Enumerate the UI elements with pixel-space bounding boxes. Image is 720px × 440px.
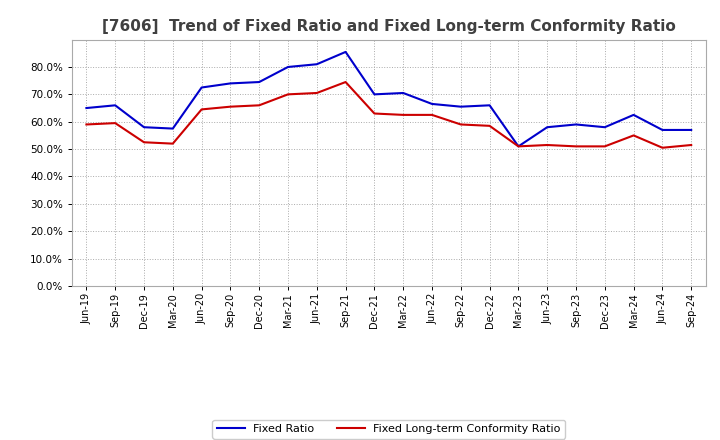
Fixed Long-term Conformity Ratio: [312, 90, 321, 95]
Fixed Long-term Conformity Ratio: [341, 79, 350, 84]
Fixed Long-term Conformity Ratio: [658, 145, 667, 150]
Fixed Ratio: [168, 126, 177, 131]
Fixed Long-term Conformity Ratio: [687, 143, 696, 148]
Fixed Long-term Conformity Ratio: [514, 144, 523, 149]
Fixed Long-term Conformity Ratio: [572, 144, 580, 149]
Fixed Long-term Conformity Ratio: [226, 104, 235, 109]
Fixed Ratio: [514, 144, 523, 149]
Fixed Long-term Conformity Ratio: [111, 121, 120, 126]
Line: Fixed Long-term Conformity Ratio: Fixed Long-term Conformity Ratio: [86, 82, 691, 148]
Fixed Ratio: [629, 112, 638, 117]
Fixed Ratio: [543, 125, 552, 130]
Fixed Ratio: [284, 64, 292, 70]
Fixed Long-term Conformity Ratio: [456, 122, 465, 127]
Fixed Ratio: [687, 127, 696, 132]
Fixed Ratio: [456, 104, 465, 109]
Fixed Long-term Conformity Ratio: [629, 133, 638, 138]
Fixed Long-term Conformity Ratio: [168, 141, 177, 146]
Legend: Fixed Ratio, Fixed Long-term Conformity Ratio: Fixed Ratio, Fixed Long-term Conformity …: [212, 420, 565, 439]
Title: [7606]  Trend of Fixed Ratio and Fixed Long-term Conformity Ratio: [7606] Trend of Fixed Ratio and Fixed Lo…: [102, 19, 675, 34]
Fixed Ratio: [370, 92, 379, 97]
Fixed Ratio: [312, 62, 321, 67]
Fixed Long-term Conformity Ratio: [485, 123, 494, 128]
Fixed Ratio: [485, 103, 494, 108]
Fixed Long-term Conformity Ratio: [428, 112, 436, 117]
Fixed Long-term Conformity Ratio: [284, 92, 292, 97]
Fixed Long-term Conformity Ratio: [82, 122, 91, 127]
Fixed Ratio: [82, 106, 91, 111]
Fixed Ratio: [255, 79, 264, 84]
Line: Fixed Ratio: Fixed Ratio: [86, 52, 691, 147]
Fixed Ratio: [428, 101, 436, 106]
Fixed Long-term Conformity Ratio: [370, 111, 379, 116]
Fixed Ratio: [341, 49, 350, 55]
Fixed Long-term Conformity Ratio: [197, 107, 206, 112]
Fixed Ratio: [600, 125, 609, 130]
Fixed Ratio: [197, 85, 206, 90]
Fixed Long-term Conformity Ratio: [399, 112, 408, 117]
Fixed Long-term Conformity Ratio: [600, 144, 609, 149]
Fixed Long-term Conformity Ratio: [255, 103, 264, 108]
Fixed Ratio: [111, 103, 120, 108]
Fixed Ratio: [658, 127, 667, 132]
Fixed Ratio: [572, 122, 580, 127]
Fixed Long-term Conformity Ratio: [543, 143, 552, 148]
Fixed Ratio: [399, 90, 408, 95]
Fixed Ratio: [226, 81, 235, 86]
Fixed Ratio: [140, 125, 148, 130]
Fixed Long-term Conformity Ratio: [140, 139, 148, 145]
